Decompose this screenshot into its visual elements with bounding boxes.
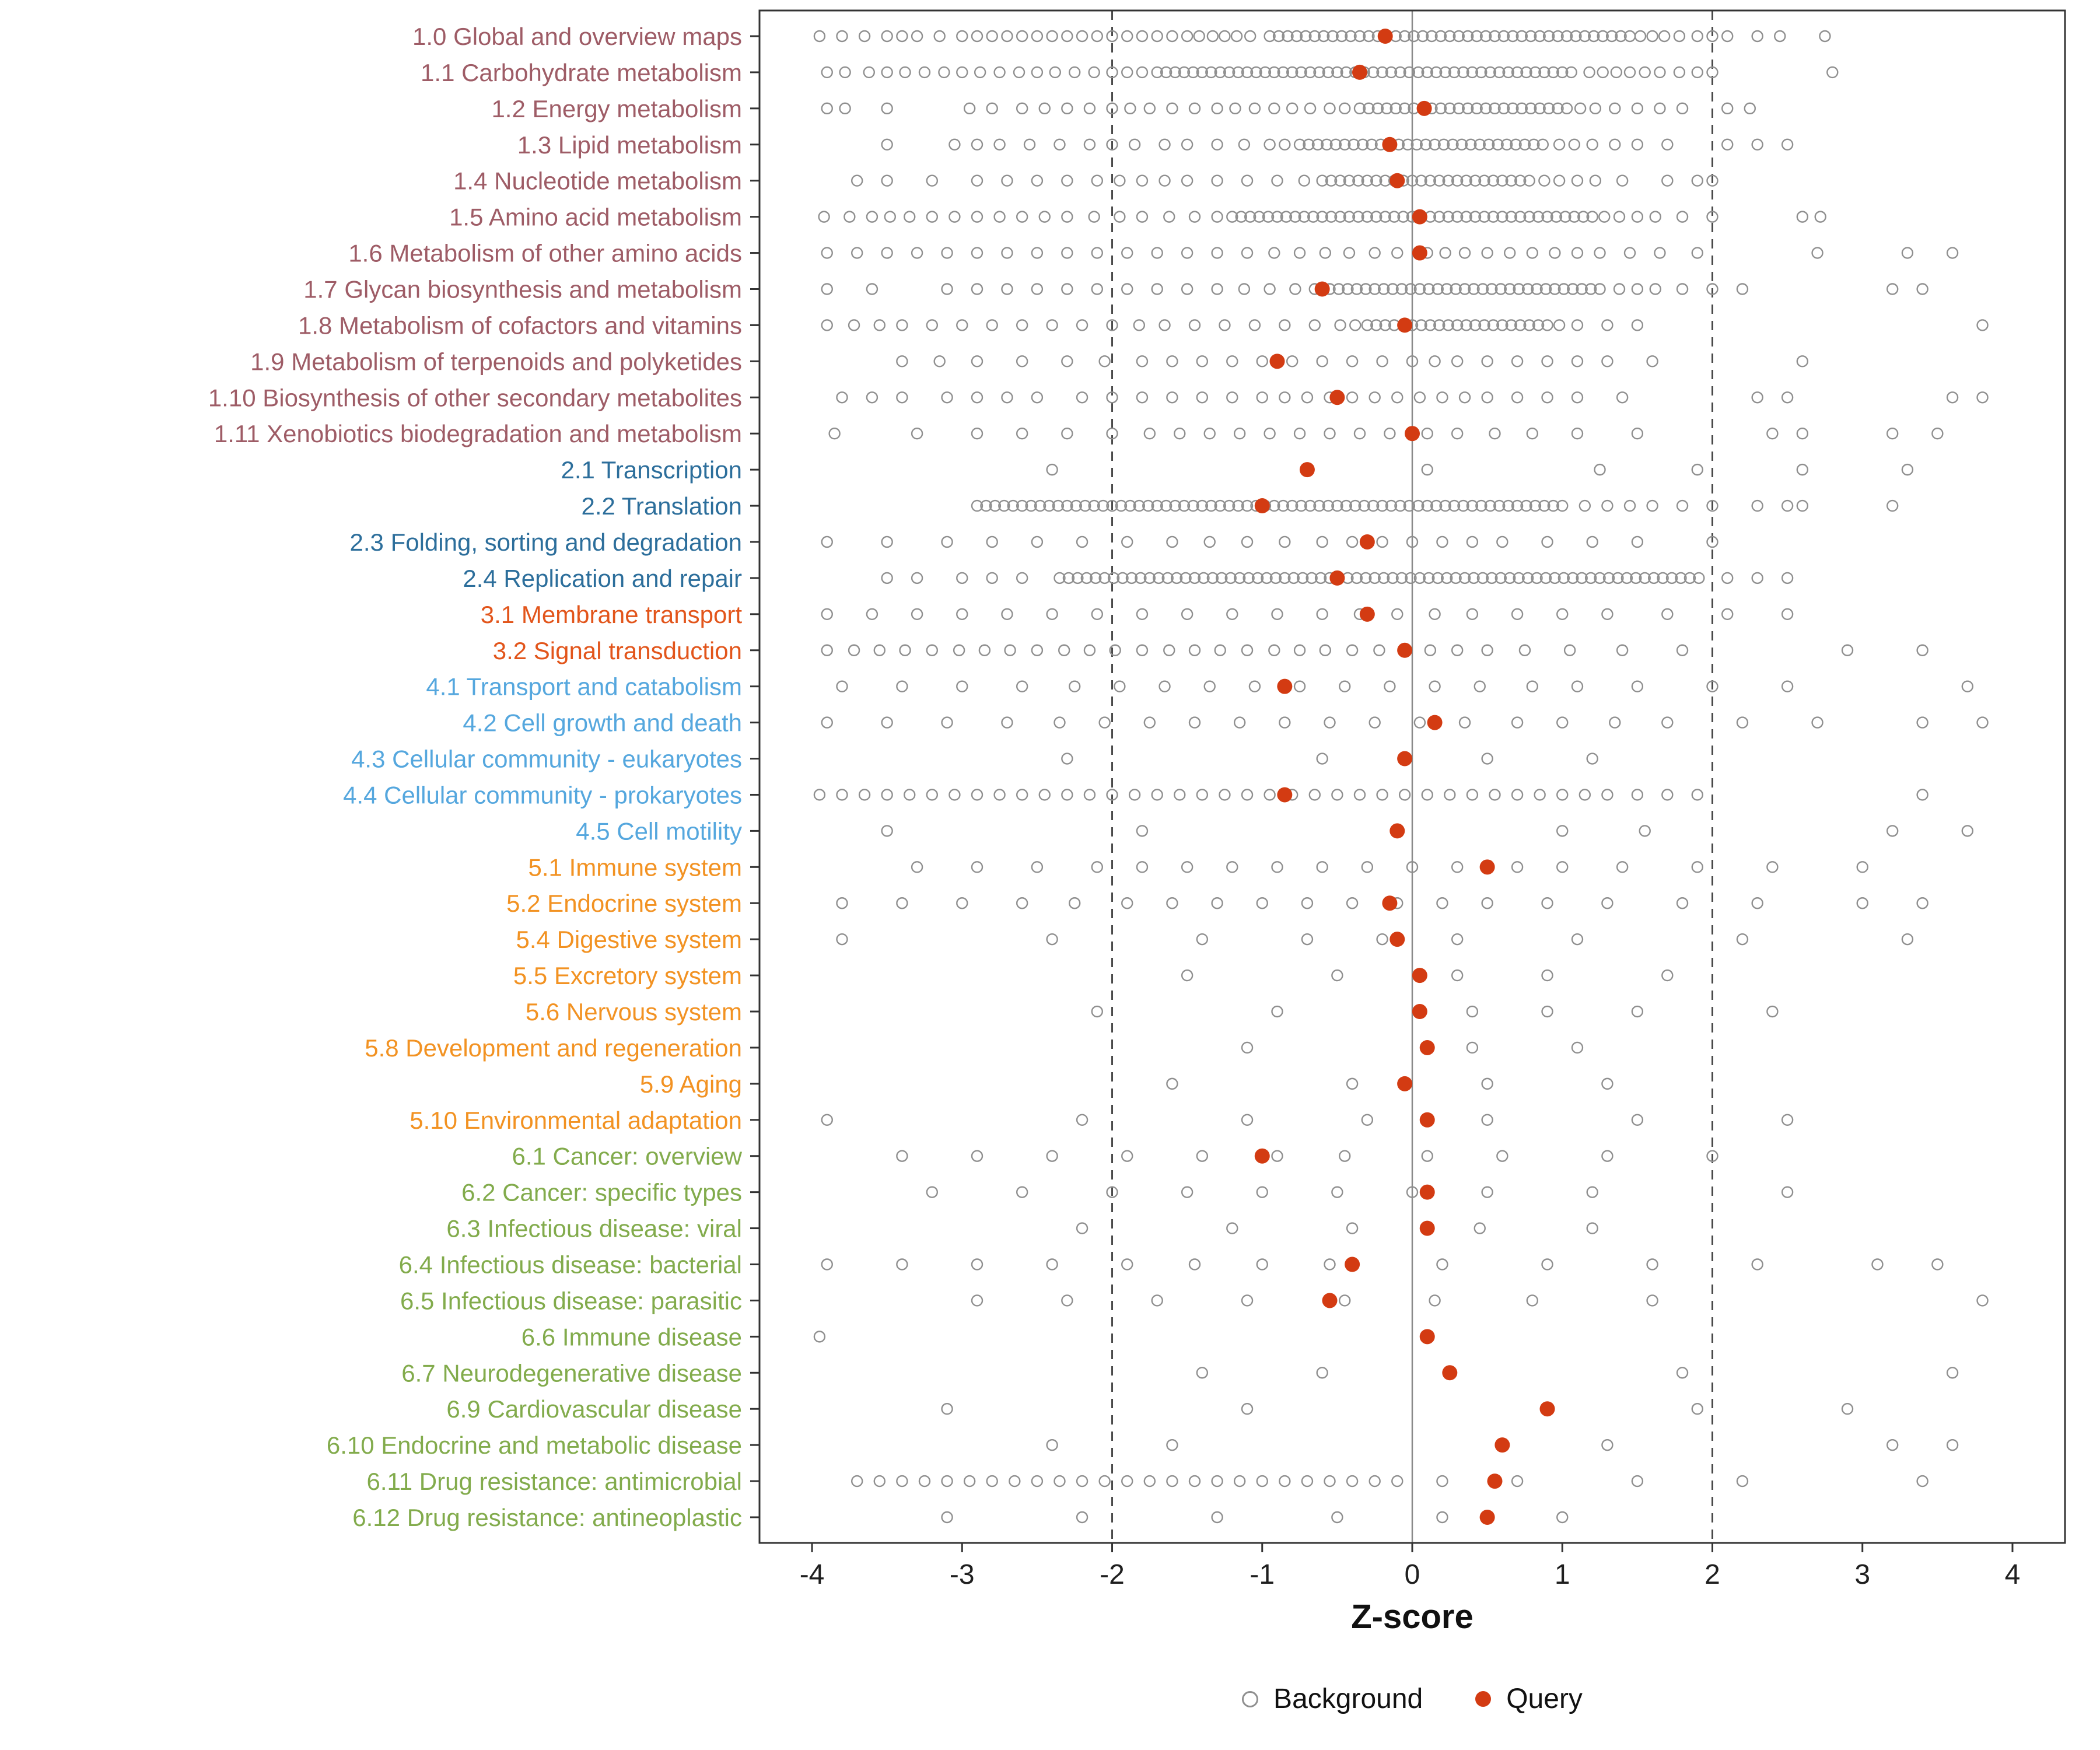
- svg-text:5.5 Excretory system: 5.5 Excretory system: [513, 962, 742, 989]
- legend: Background Query: [760, 1683, 2065, 1715]
- svg-text:5.8 Development and regenerati: 5.8 Development and regeneration: [365, 1034, 742, 1062]
- query-legend-marker-icon: [1475, 1691, 1492, 1707]
- svg-text:4.5 Cell motility: 4.5 Cell motility: [576, 817, 742, 845]
- svg-text:6.12 Drug resistance: antineop: 6.12 Drug resistance: antineoplastic: [352, 1504, 742, 1531]
- svg-text:5.6 Nervous system: 5.6 Nervous system: [526, 998, 742, 1026]
- svg-text:6.1 Cancer: overview: 6.1 Cancer: overview: [512, 1143, 742, 1170]
- svg-text:-1: -1: [1250, 1559, 1275, 1587]
- svg-text:1.3 Lipid metabolism: 1.3 Lipid metabolism: [517, 131, 742, 159]
- svg-text:4.3 Cellular community - eukar: 4.3 Cellular community - eukaryotes: [351, 746, 742, 773]
- legend-item-query: Query: [1475, 1683, 1583, 1715]
- svg-text:2.1 Transcription: 2.1 Transcription: [561, 456, 743, 484]
- x-axis-title: Z-score: [1351, 1598, 1474, 1636]
- svg-text:1.4 Nucleotide metabolism: 1.4 Nucleotide metabolism: [453, 167, 742, 195]
- svg-text:4.1 Transport and catabolism: 4.1 Transport and catabolism: [426, 673, 742, 701]
- svg-text:-4: -4: [800, 1559, 825, 1587]
- svg-text:6.7 Neurodegenerative disease: 6.7 Neurodegenerative disease: [401, 1359, 742, 1387]
- svg-text:6.10 Endocrine and metabolic d: 6.10 Endocrine and metabolic disease: [327, 1432, 742, 1459]
- svg-text:1.7 Glycan biosynthesis and me: 1.7 Glycan biosynthesis and metabolism: [303, 275, 742, 303]
- legend-item-background: Background: [1242, 1683, 1423, 1715]
- svg-text:5.10 Environmental adaptation: 5.10 Environmental adaptation: [410, 1107, 742, 1134]
- svg-text:4: 4: [2005, 1559, 2021, 1587]
- svg-text:4.2 Cell growth and death: 4.2 Cell growth and death: [463, 709, 742, 737]
- svg-text:6.11 Drug resistance: antimicr: 6.11 Drug resistance: antimicrobial: [366, 1468, 742, 1495]
- svg-text:1.5 Amino acid metabolism: 1.5 Amino acid metabolism: [449, 204, 742, 231]
- svg-text:2: 2: [1704, 1559, 1720, 1587]
- svg-text:3: 3: [1854, 1559, 1870, 1587]
- svg-text:5.4 Digestive system: 5.4 Digestive system: [516, 926, 742, 953]
- svg-text:6.3 Infectious disease: viral: 6.3 Infectious disease: viral: [446, 1215, 742, 1242]
- svg-text:1.0 Global and overview maps: 1.0 Global and overview maps: [412, 23, 742, 50]
- svg-text:2.4 Replication and repair: 2.4 Replication and repair: [463, 565, 742, 592]
- legend-query-label: Query: [1506, 1684, 1583, 1714]
- background-legend-marker-icon: [1242, 1690, 1259, 1707]
- svg-text:2.3 Folding, sorting and degra: 2.3 Folding, sorting and degradation: [350, 528, 742, 556]
- svg-text:0: 0: [1405, 1559, 1420, 1587]
- svg-text:6.5 Infectious disease: parasi: 6.5 Infectious disease: parasitic: [400, 1287, 742, 1314]
- svg-text:1.10 Biosynthesis of other sec: 1.10 Biosynthesis of other secondary met…: [208, 384, 742, 411]
- svg-text:5.2 Endocrine system: 5.2 Endocrine system: [506, 890, 742, 917]
- plot-svg: 1.0 Global and overview maps 1.1 Carbohyd…: [208, 9, 2066, 1587]
- svg-text:2.2 Translation: 2.2 Translation: [581, 492, 742, 520]
- svg-text:6.9 Cardiovascular disease: 6.9 Cardiovascular disease: [446, 1395, 742, 1423]
- svg-text:1.2 Energy metabolism: 1.2 Energy metabolism: [491, 95, 742, 123]
- svg-text:1.9 Metabolism of terpenoids a: 1.9 Metabolism of terpenoids and polyket…: [250, 348, 742, 375]
- svg-text:-2: -2: [1100, 1559, 1125, 1587]
- legend-background-label: Background: [1273, 1684, 1423, 1714]
- svg-text:4.4 Cellular community - proka: 4.4 Cellular community - prokaryotes: [343, 781, 742, 808]
- svg-text:3.1 Membrane transport: 3.1 Membrane transport: [481, 601, 743, 628]
- svg-text:6.2 Cancer: specific types: 6.2 Cancer: specific types: [461, 1179, 742, 1206]
- svg-text:1.1 Carbohydrate metabolism: 1.1 Carbohydrate metabolism: [421, 59, 742, 86]
- svg-text:-3: -3: [950, 1559, 975, 1587]
- svg-text:6.6 Immune disease: 6.6 Immune disease: [522, 1323, 742, 1350]
- svg-text:1.11 Xenobiotics biodegradatio: 1.11 Xenobiotics biodegradation and meta…: [214, 420, 742, 447]
- svg-text:5.1 Immune system: 5.1 Immune system: [528, 853, 742, 881]
- svg-text:1.6 Metabolism of other amino: 1.6 Metabolism of other amino acids: [348, 240, 742, 267]
- svg-text:1: 1: [1555, 1559, 1570, 1587]
- svg-text:6.4 Infectious disease: bacter: 6.4 Infectious disease: bacterial: [399, 1251, 742, 1279]
- svg-text:5.9 Aging: 5.9 Aging: [640, 1070, 742, 1098]
- svg-text:3.2 Signal transduction: 3.2 Signal transduction: [493, 637, 742, 664]
- svg-text:1.8 Metabolism of cofactors an: 1.8 Metabolism of cofactors and vitamins: [298, 312, 742, 339]
